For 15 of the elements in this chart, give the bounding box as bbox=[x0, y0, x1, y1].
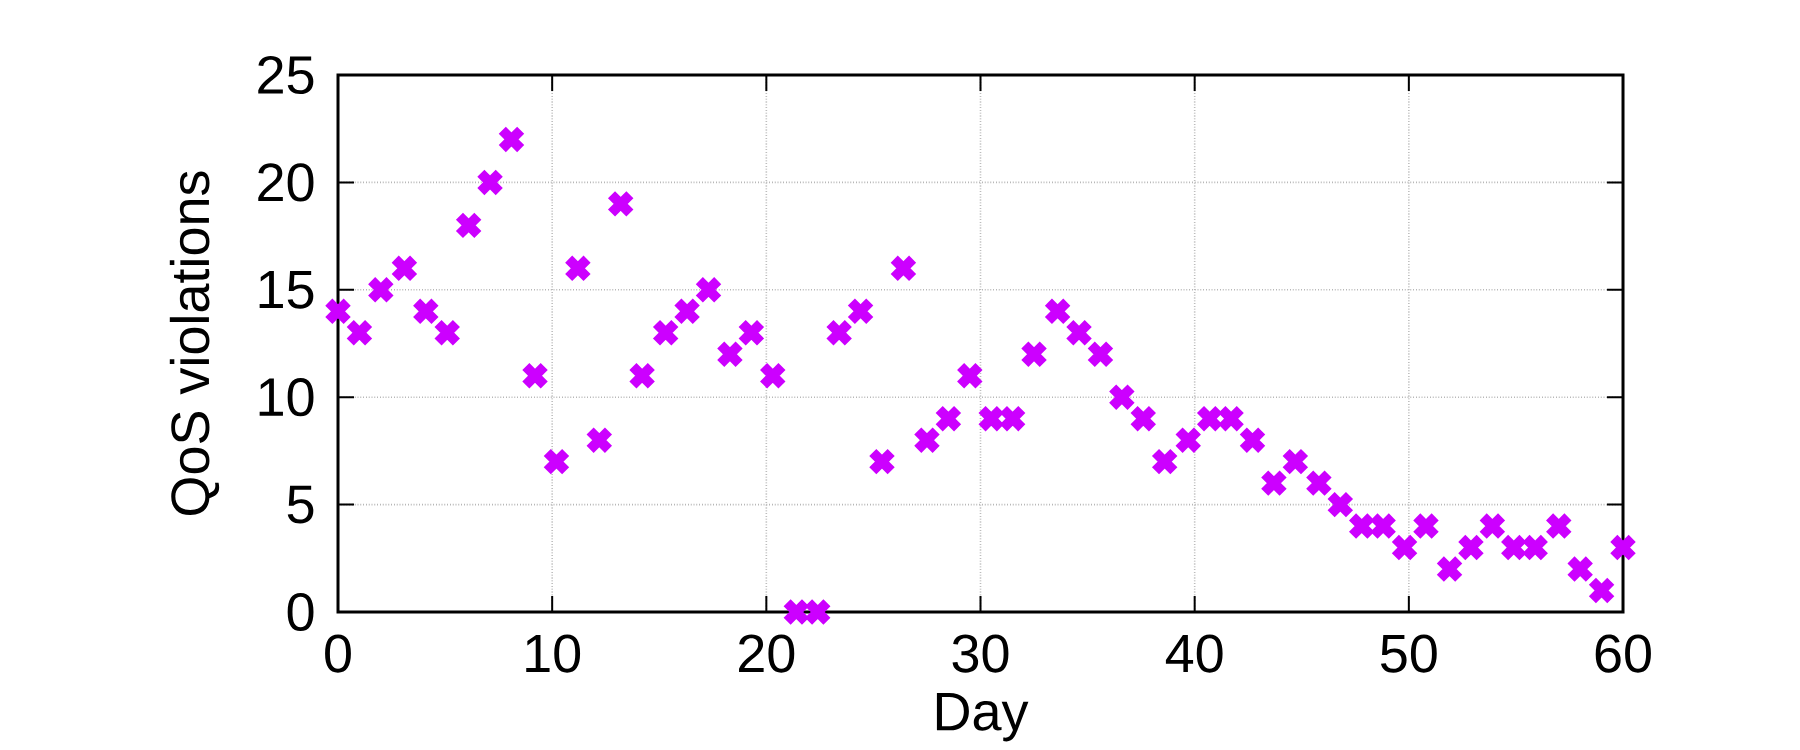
x-tick-label: 0 bbox=[325, 634, 351, 673]
y-tick-label: 5 bbox=[287, 485, 314, 524]
y-tick-label: 0 bbox=[287, 592, 314, 632]
y-tick-label: 10 bbox=[259, 378, 314, 417]
x-tick-label: 10 bbox=[526, 634, 581, 673]
x-tick-label: 30 bbox=[952, 634, 1009, 673]
x-tick-label: 40 bbox=[1165, 634, 1223, 673]
y-tick-label: 25 bbox=[258, 55, 314, 95]
y-axis-title: QoS violations bbox=[169, 171, 220, 516]
x-tick-label: 50 bbox=[1380, 634, 1437, 673]
y-tick-label: 15 bbox=[259, 270, 314, 309]
x-tick-label: 60 bbox=[1595, 634, 1651, 673]
x-tick-label: 20 bbox=[739, 634, 795, 673]
x-axis-title: Day bbox=[936, 693, 1029, 742]
y-tick-label: 20 bbox=[258, 163, 314, 202]
